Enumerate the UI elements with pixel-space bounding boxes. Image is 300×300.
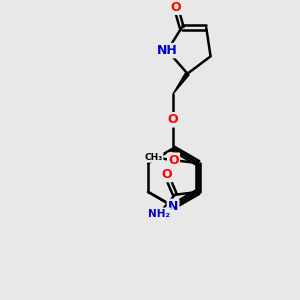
Text: O: O (168, 113, 178, 126)
Text: O: O (161, 168, 172, 181)
Text: NH₂: NH₂ (148, 208, 170, 218)
Text: O: O (171, 1, 181, 14)
Text: NH: NH (157, 44, 178, 57)
Text: N: N (168, 200, 178, 213)
Text: CH₃: CH₃ (144, 153, 163, 162)
Text: O: O (168, 154, 179, 167)
Polygon shape (173, 73, 189, 94)
